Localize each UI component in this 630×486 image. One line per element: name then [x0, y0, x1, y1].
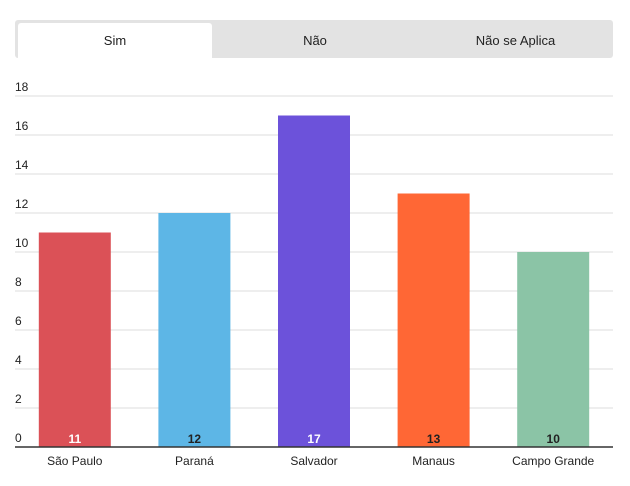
tab-bar: Sim Não Não se Aplica [15, 20, 613, 58]
bar-1 [38, 232, 111, 447]
y-tick-label: 18 [15, 80, 29, 94]
y-tick-label: 6 [15, 314, 22, 328]
tab-nao[interactable]: Não [303, 33, 327, 48]
bar-5 [517, 252, 590, 447]
bar-3 [278, 115, 350, 447]
data-label: 10 [547, 432, 561, 446]
x-tick-label: Campo Grande [512, 454, 594, 468]
y-tick-label: 12 [15, 197, 29, 211]
bar-2 [158, 213, 231, 447]
y-tick-label: 0 [15, 431, 22, 445]
y-tick-label: 14 [15, 158, 29, 172]
data-label: 12 [188, 432, 202, 446]
data-label: 17 [307, 432, 321, 446]
x-tick-label: Manaus [412, 454, 455, 468]
y-tick-label: 4 [15, 353, 22, 367]
data-label: 13 [427, 432, 441, 446]
tab-nao-se-aplica[interactable]: Não se Aplica [475, 33, 556, 48]
x-tick-label: Paraná [175, 454, 214, 468]
y-tick-label: 2 [15, 392, 22, 406]
x-tick-label: São Paulo [47, 454, 103, 468]
y-tick-label: 10 [15, 236, 29, 250]
y-tick-label: 8 [15, 275, 22, 289]
bar-4 [397, 193, 470, 447]
y-tick-label: 16 [15, 119, 29, 133]
data-label: 11 [68, 432, 81, 446]
x-tick-label: Salvador [290, 454, 337, 468]
tab-sim[interactable]: Sim [18, 23, 212, 58]
